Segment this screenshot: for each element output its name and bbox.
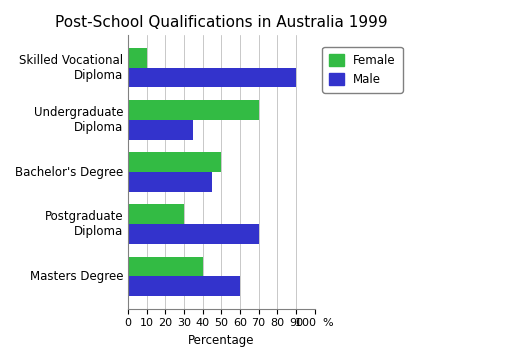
Bar bbox=[128, 224, 259, 244]
Bar bbox=[128, 68, 296, 88]
Title: Post-School Qualifications in Australia 1999: Post-School Qualifications in Australia … bbox=[55, 15, 388, 30]
Bar bbox=[128, 205, 184, 224]
Legend: Female, Male: Female, Male bbox=[323, 47, 403, 93]
Bar bbox=[128, 172, 212, 192]
Bar bbox=[128, 48, 147, 68]
Bar bbox=[128, 100, 259, 120]
Bar bbox=[128, 152, 221, 172]
Bar bbox=[128, 257, 203, 277]
Bar bbox=[128, 120, 194, 140]
X-axis label: Percentage: Percentage bbox=[188, 334, 254, 347]
Bar bbox=[128, 277, 240, 296]
